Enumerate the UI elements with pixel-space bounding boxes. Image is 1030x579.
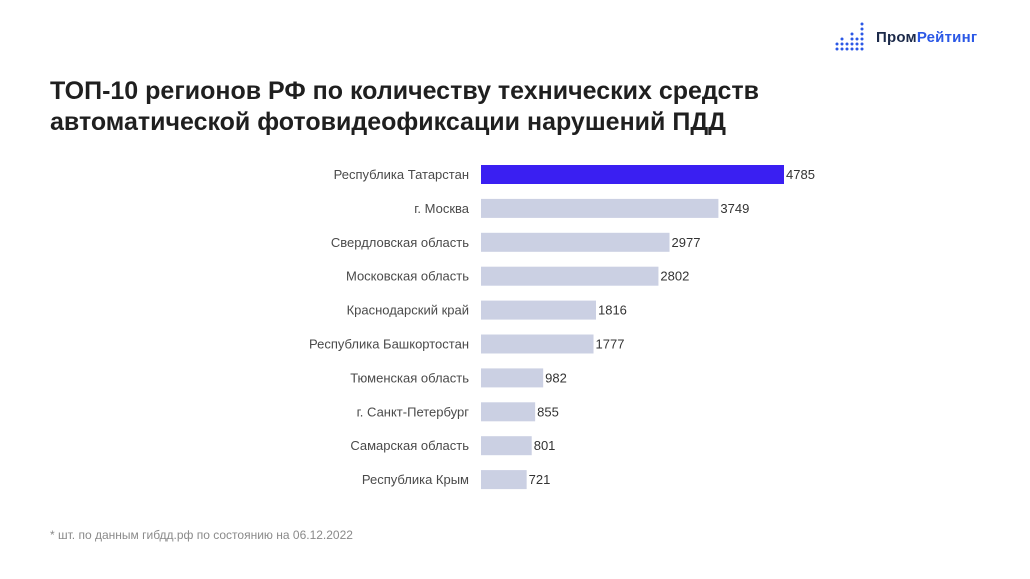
- category-label-7: г. Санкт-Петербург: [357, 404, 470, 419]
- category-label-3: Московская область: [346, 269, 469, 284]
- value-label-0: 4785: [786, 167, 815, 182]
- chart-title-line2: автоматической фотовидеофиксации нарушен…: [50, 108, 726, 136]
- value-label-1: 3749: [720, 201, 749, 216]
- bar-8: [481, 436, 532, 456]
- chart-title-line1: ТОП-10 регионов РФ по количеству техниче…: [50, 77, 759, 105]
- value-label-7: 855: [537, 404, 559, 419]
- bar-0: [481, 165, 784, 184]
- bar-5: [481, 334, 594, 354]
- logo-text: ПромРейтинг: [876, 29, 977, 46]
- category-label-0: Республика Татарстан: [334, 167, 469, 182]
- value-label-9: 721: [529, 472, 551, 487]
- bar-2: [481, 232, 670, 252]
- category-label-9: Республика Крым: [362, 472, 469, 487]
- value-label-5: 1777: [596, 337, 625, 352]
- bar-4: [481, 300, 596, 320]
- value-label-8: 801: [534, 438, 556, 453]
- bar-3: [481, 266, 659, 286]
- logo-text-part2: Рейтинг: [916, 28, 978, 46]
- value-label-6: 982: [545, 370, 567, 385]
- promrating-logo: ПромРейтинг: [834, 22, 977, 52]
- bar-6: [481, 368, 544, 388]
- bar-1: [481, 198, 719, 218]
- chart-title: ТОП-10 регионов РФ по количеству техниче…: [50, 76, 950, 138]
- category-label-6: Тюменская область: [350, 370, 469, 385]
- footnote: * шт. по данным гибдд.рф по состоянию на…: [50, 528, 353, 542]
- category-label-1: г. Москва: [414, 201, 470, 216]
- value-label-3: 2802: [660, 269, 689, 284]
- bar-7: [481, 402, 536, 422]
- category-label-4: Краснодарский край: [347, 303, 469, 318]
- value-label-4: 1816: [598, 303, 627, 318]
- logo-text-part1: Пром: [876, 28, 917, 46]
- bar-9: [481, 470, 527, 490]
- category-label-2: Свердловская область: [331, 235, 469, 250]
- value-label-2: 2977: [672, 235, 701, 250]
- category-label-8: Самарская область: [350, 438, 469, 453]
- category-label-5: Республика Башкортостан: [309, 337, 469, 352]
- bar-dots-logo-icon: [835, 22, 864, 51]
